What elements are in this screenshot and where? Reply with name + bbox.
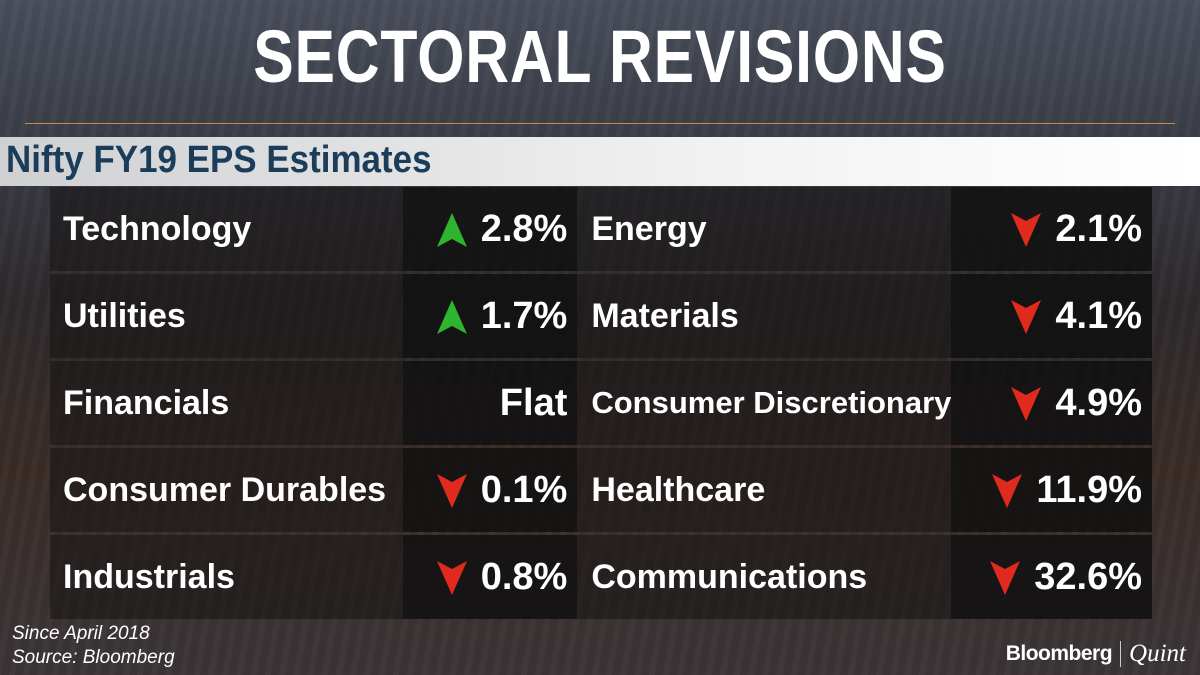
logo: Bloomberg Quint: [1006, 640, 1186, 668]
footnote-period: Since April 2018: [12, 623, 150, 644]
arrow-down-icon: [1011, 213, 1042, 248]
sector-value: 11.9%: [1036, 468, 1142, 511]
sector-label: Financials: [50, 361, 403, 445]
sector-label: Healthcare: [577, 448, 952, 532]
sector-value: 0.8%: [480, 555, 568, 598]
sector-label: Industrials: [50, 535, 403, 619]
sector-value: Flat: [499, 381, 568, 424]
sector-value: 1.7%: [480, 294, 568, 337]
sector-value-cell: 2.8%: [403, 187, 578, 271]
footnote: Since April 2018 Source: Bloomberg: [12, 622, 175, 670]
arrow-down-icon: [436, 561, 467, 596]
sector-value: 2.1%: [1055, 207, 1142, 250]
sector-value-cell: 4.1%: [951, 274, 1152, 358]
arrow-down-icon: [1011, 387, 1042, 422]
sector-label: Consumer Durables: [50, 448, 403, 532]
sector-value-cell: 11.9%: [951, 448, 1152, 532]
subtitle-bar: Nifty FY19 EPS Estimates: [0, 137, 1200, 186]
subtitle: Nifty FY19 EPS Estimates: [6, 139, 432, 181]
arrow-down-icon: [1011, 300, 1042, 335]
page-title: SECTORAL REVISIONS: [253, 15, 947, 98]
arrow-up-icon: [436, 300, 467, 335]
table-row: Financials Flat Consumer Discretionary 4.9%: [50, 361, 1152, 445]
sector-value: 2.8%: [480, 207, 568, 250]
arrow-down-icon: [990, 561, 1021, 596]
sector-value-cell: 1.7%: [403, 274, 578, 358]
divider: [25, 123, 1175, 124]
logo-separator: [1120, 641, 1122, 667]
sector-value: 4.1%: [1055, 294, 1142, 337]
sector-label: Materials: [577, 274, 952, 358]
arrow-down-icon: [436, 474, 467, 509]
logo-quint: Quint: [1129, 640, 1186, 667]
sector-value-cell: 32.6%: [951, 535, 1152, 619]
sector-label: Consumer Discretionary: [577, 361, 952, 445]
logo-bloomberg: Bloomberg: [1005, 642, 1113, 665]
sector-label: Utilities: [50, 274, 403, 358]
arrow-up-icon: [436, 213, 467, 248]
sector-value-cell: 0.1%: [403, 448, 578, 532]
sector-value: 32.6%: [1034, 555, 1142, 598]
sector-label: Technology: [50, 187, 403, 271]
sector-value: 0.1%: [480, 468, 568, 511]
table-row: Industrials 0.8% Communications 32.6%: [50, 535, 1152, 619]
arrow-down-icon: [992, 474, 1023, 509]
sector-label: Energy: [577, 187, 952, 271]
sector-value-cell: Flat: [403, 361, 578, 445]
table-row: Utilities 1.7% Materials 4.1%: [50, 274, 1152, 358]
footnote-source: Source: Bloomberg: [12, 647, 175, 668]
table-row: Consumer Durables 0.1% Healthcare 11.9%: [50, 448, 1152, 532]
sector-value: 4.9%: [1055, 381, 1142, 424]
sector-value-cell: 0.8%: [403, 535, 578, 619]
sector-table: Technology 2.8% Energy 2.1% Utilities 1.7% Mat…: [50, 184, 1152, 622]
sector-value-cell: 4.9%: [951, 361, 1152, 445]
sector-value-cell: 2.1%: [951, 187, 1152, 271]
sector-label: Communications: [577, 535, 952, 619]
table-row: Technology 2.8% Energy 2.1%: [50, 187, 1152, 271]
